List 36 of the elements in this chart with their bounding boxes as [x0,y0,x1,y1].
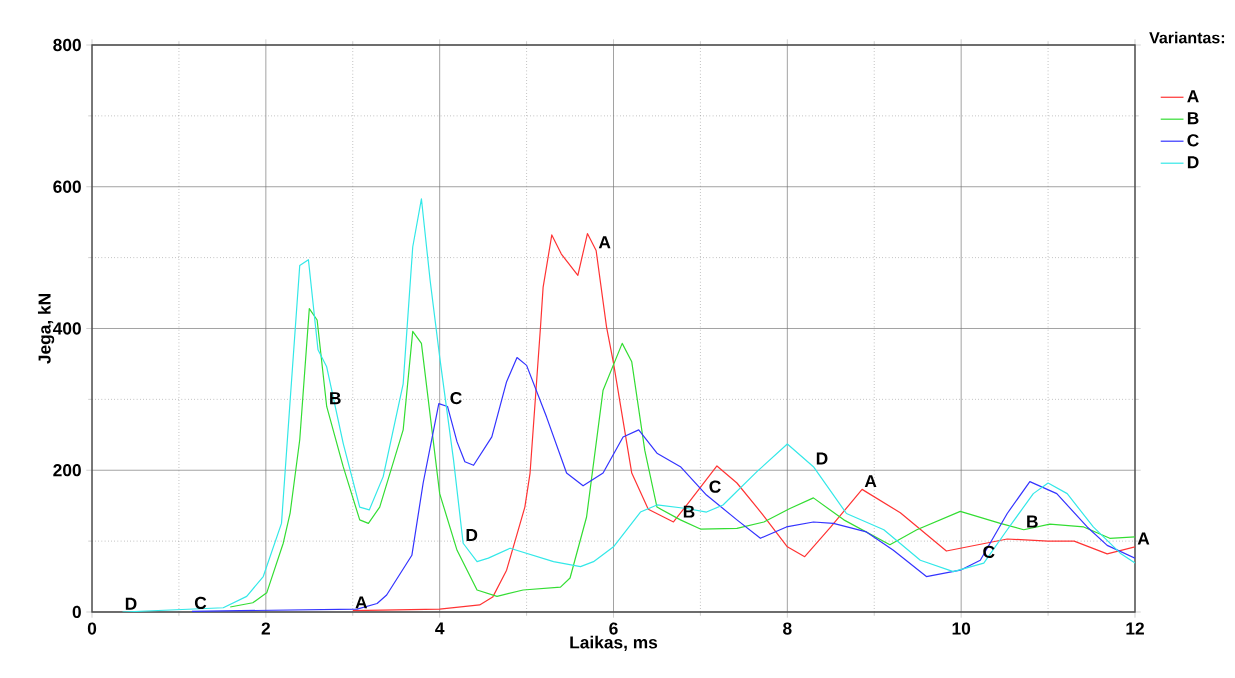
x-tick-label: 8 [783,622,792,635]
annotation: A [864,475,877,488]
annotation: B [330,392,341,405]
line-series [121,198,1135,612]
x-axis-title: Laikas, ms [570,635,658,652]
y-tick-label: 400 [52,322,81,335]
annotation: C [194,596,207,610]
line-series [191,356,1135,612]
x-tick-label: 10 [952,622,971,635]
x-tick-label: 6 [609,622,618,635]
x-tick-label: 2 [261,622,270,635]
y-tick-label: 600 [53,180,81,193]
x-tick-label: 12 [1126,622,1144,635]
line-series [352,232,1135,612]
y-tick-label: 0 [72,605,81,619]
legend-label: A [1187,90,1199,103]
x-tick-label: 0 [87,622,97,635]
annotation: A [1137,532,1150,545]
annotation: A [598,236,611,249]
annotation: D [466,529,478,541]
x-tick-label: 4 [435,622,445,635]
legend-title: Variantas: [1149,31,1225,44]
annotation: A [355,596,368,609]
annotation: B [1027,515,1038,528]
y-tick-label: 800 [53,38,81,52]
line-series [229,308,1135,608]
legend-label: D [1187,156,1199,169]
legend-label: B [1187,112,1199,125]
annotation: D [125,597,137,610]
annotation: C [450,391,462,405]
y-tick-label: 200 [53,464,81,477]
legend-label: C [1187,134,1199,147]
annotation: D [816,452,828,465]
annotation: B [683,505,695,518]
y-axis-title: Jega, kN [37,294,55,364]
annotation: C [709,480,721,493]
